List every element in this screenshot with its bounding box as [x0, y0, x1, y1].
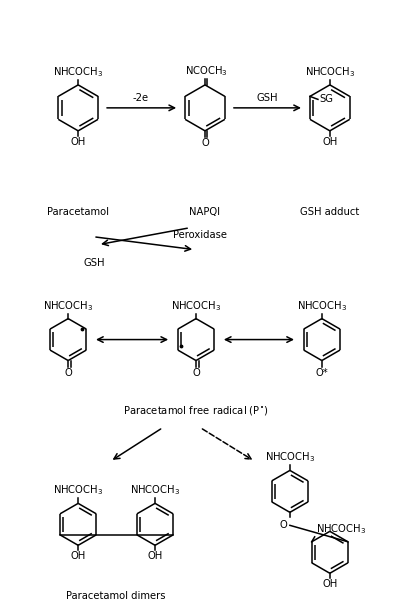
Text: NHCOCH$_3$: NHCOCH$_3$ — [43, 299, 93, 313]
Text: O*: O* — [316, 368, 328, 378]
Text: NHCOCH$_3$: NHCOCH$_3$ — [130, 484, 180, 497]
Text: NAPQI: NAPQI — [190, 207, 220, 217]
Text: NHCOCH$_3$: NHCOCH$_3$ — [171, 299, 221, 313]
Text: NHCOCH$_3$: NHCOCH$_3$ — [316, 522, 366, 536]
Text: GSH adduct: GSH adduct — [300, 207, 360, 217]
Text: O: O — [279, 520, 287, 530]
Text: OH: OH — [70, 137, 86, 147]
Text: Paracetamol: Paracetamol — [47, 207, 109, 217]
Text: NHCOCH$_3$: NHCOCH$_3$ — [53, 484, 103, 497]
Text: -2e: -2e — [133, 93, 149, 103]
Text: NCOCH$_3$: NCOCH$_3$ — [184, 64, 228, 78]
Text: NHCOCH$_3$: NHCOCH$_3$ — [53, 65, 103, 79]
Text: OH: OH — [148, 551, 163, 561]
Text: GSH: GSH — [256, 93, 278, 103]
Text: Peroxidase: Peroxidase — [173, 230, 227, 240]
Text: OH: OH — [322, 137, 338, 147]
Text: Paracetamol free radical (P$^•$): Paracetamol free radical (P$^•$) — [123, 405, 269, 418]
Text: O: O — [201, 138, 209, 148]
Text: OH: OH — [70, 551, 86, 561]
Text: O: O — [64, 368, 72, 378]
Text: OH: OH — [322, 579, 338, 590]
Text: NHCOCH$_3$: NHCOCH$_3$ — [265, 451, 315, 464]
Text: NHCOCH$_3$: NHCOCH$_3$ — [305, 65, 355, 79]
Text: Paracetamol dimers: Paracetamol dimers — [66, 591, 166, 601]
Text: O: O — [192, 368, 200, 378]
Text: GSH: GSH — [83, 258, 105, 268]
Text: SG: SG — [319, 94, 333, 104]
Text: NHCOCH$_3$: NHCOCH$_3$ — [297, 299, 347, 313]
